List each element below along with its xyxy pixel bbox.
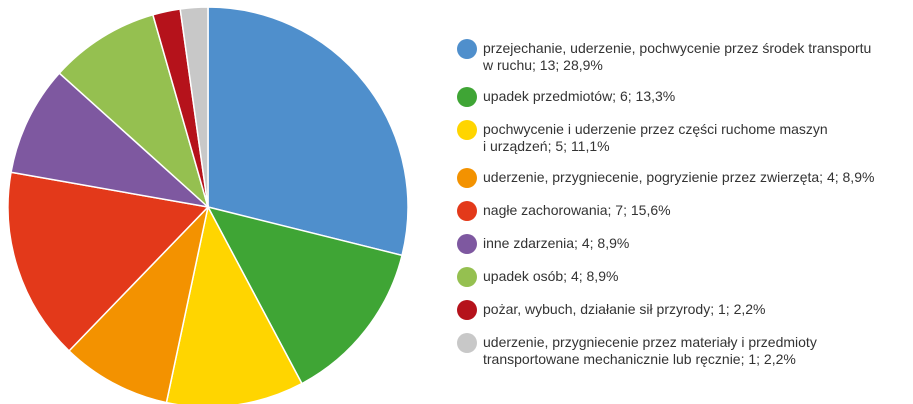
legend-item: nagłe zachorowania; 7; 15,6% <box>457 201 913 221</box>
legend-label: uderzenie, przygniecenie przez materiały… <box>483 334 817 367</box>
legend-swatch <box>457 168 477 188</box>
legend-swatch <box>457 333 477 353</box>
pie-slice <box>10 72 211 209</box>
pie-slice <box>179 6 209 208</box>
legend: przejechanie, uderzenie, pochwycenie prz… <box>457 39 913 382</box>
chart <box>7 6 409 404</box>
legend-swatch <box>457 120 477 140</box>
legend-label: pożar, wybuch, działanie sił przyrody; 1… <box>483 301 766 317</box>
pie-slice <box>7 171 210 352</box>
pie-slice <box>206 205 403 385</box>
legend-label: uderzenie, przygniecenie, pogryzienie pr… <box>483 169 875 185</box>
legend-label: upadek osób; 4; 8,9% <box>483 268 619 284</box>
legend-item: uderzenie, przygniecenie przez materiały… <box>457 333 913 368</box>
legend-item: pochwycenie i uderzenie przez części ruc… <box>457 120 913 155</box>
legend-label: pochwycenie i uderzenie przez części ruc… <box>483 121 828 154</box>
pie-slice <box>207 6 409 257</box>
legend-swatch <box>457 201 477 221</box>
legend-swatch <box>457 234 477 254</box>
legend-swatch <box>457 39 477 59</box>
legend-item: pożar, wybuch, działanie sił przyrody; 1… <box>457 300 913 320</box>
legend-item: inne zdarzenia; 4; 8,9% <box>457 234 913 254</box>
legend-label: upadek przedmiotów; 6; 13,3% <box>483 88 676 104</box>
pie-slice <box>165 204 303 404</box>
legend-swatch <box>457 300 477 320</box>
legend-label: inne zdarzenia; 4; 8,9% <box>483 235 630 251</box>
legend-item: przejechanie, uderzenie, pochwycenie prz… <box>457 39 913 74</box>
pie-slice <box>58 13 210 210</box>
pie-slice <box>68 204 210 404</box>
legend-item: uderzenie, przygniecenie, pogryzienie pr… <box>457 168 913 188</box>
legend-label: przejechanie, uderzenie, pochwycenie prz… <box>483 40 872 73</box>
legend-label: nagłe zachorowania; 7; 15,6% <box>483 202 671 218</box>
legend-swatch <box>457 87 477 107</box>
legend-item: upadek osób; 4; 8,9% <box>457 267 913 287</box>
legend-item: upadek przedmiotów; 6; 13,3% <box>457 87 913 107</box>
legend-swatch <box>457 267 477 287</box>
